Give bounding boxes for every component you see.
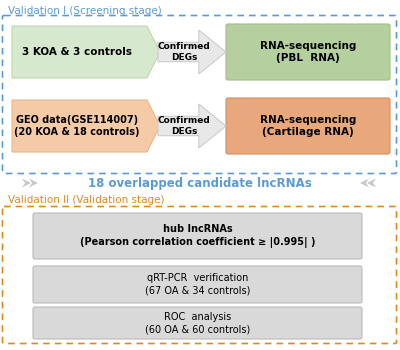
FancyBboxPatch shape (226, 98, 390, 154)
Polygon shape (158, 104, 226, 148)
FancyBboxPatch shape (226, 24, 390, 80)
Polygon shape (12, 26, 160, 78)
Polygon shape (29, 178, 38, 188)
Text: RNA-sequencing
(PBL  RNA): RNA-sequencing (PBL RNA) (260, 41, 356, 63)
FancyBboxPatch shape (2, 15, 396, 174)
Polygon shape (158, 30, 226, 74)
Text: Validation I (Screening stage): Validation I (Screening stage) (8, 6, 162, 16)
Text: Confirmed
DEGs: Confirmed DEGs (158, 42, 210, 62)
Text: 18 overlapped candidate lncRNAs: 18 overlapped candidate lncRNAs (88, 176, 312, 189)
FancyBboxPatch shape (33, 307, 362, 339)
Polygon shape (22, 178, 31, 188)
Polygon shape (12, 100, 160, 152)
Text: qRT-PCR  verification
(67 OA & 34 controls): qRT-PCR verification (67 OA & 34 control… (145, 273, 250, 296)
Text: RNA-sequencing
(Cartilage RNA): RNA-sequencing (Cartilage RNA) (260, 115, 356, 137)
Text: 3 KOA & 3 controls: 3 KOA & 3 controls (22, 47, 132, 57)
Text: Validation II (Validation stage): Validation II (Validation stage) (8, 195, 164, 205)
Polygon shape (367, 178, 376, 188)
Text: Confirmed
DEGs: Confirmed DEGs (158, 116, 210, 136)
FancyBboxPatch shape (2, 206, 396, 343)
Text: hub lncRNAs
(Pearson correlation coefficient ≥ |0.995| ): hub lncRNAs (Pearson correlation coeffic… (80, 224, 315, 248)
Text: GEO data(GSE114007)
(20 KOA & 18 controls): GEO data(GSE114007) (20 KOA & 18 control… (14, 115, 140, 137)
FancyBboxPatch shape (33, 266, 362, 303)
FancyBboxPatch shape (33, 213, 362, 259)
Polygon shape (360, 178, 369, 188)
Text: ROC  analysis
(60 OA & 60 controls): ROC analysis (60 OA & 60 controls) (145, 312, 250, 334)
